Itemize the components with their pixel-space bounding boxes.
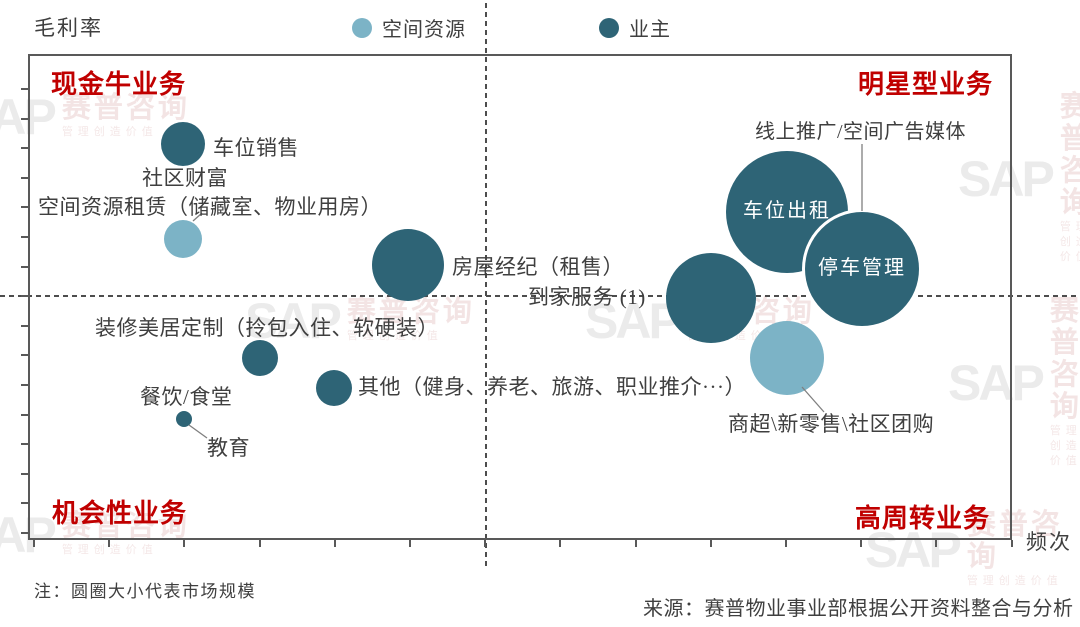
x-axis-tick (710, 540, 712, 547)
x-axis-tick (785, 540, 787, 547)
y-axis-tick (21, 295, 28, 297)
label-education: 教育 (207, 436, 250, 460)
y-axis-tick (21, 325, 28, 327)
y-axis-tick (21, 384, 28, 386)
leader-education (188, 424, 208, 439)
plot-frame (28, 54, 1012, 540)
bubble-others (316, 370, 352, 406)
quadrant-label-star: 明星型业务 (858, 70, 994, 99)
y-axis-tick (21, 177, 28, 179)
label-dining: 餐饮/食堂 (140, 385, 233, 409)
y-axis-tick (21, 147, 28, 149)
legend-item-owner: 业主 (599, 13, 671, 42)
x-axis-tick (1011, 540, 1013, 547)
quadrant-label-opportunity: 机会性业务 (52, 499, 188, 528)
legend: 空间资源 业主 (352, 13, 671, 42)
y-axis-tick (21, 532, 28, 534)
label-housing-agency: 房屋经纪（租售） (452, 255, 624, 279)
y-axis-tick (21, 354, 28, 356)
legend-dot-space (352, 17, 372, 38)
bubble-parking-mgmt: 停车管理 (805, 212, 919, 326)
y-axis-tick (21, 414, 28, 416)
label-community-wealth: 社区财富 (142, 166, 228, 190)
label-space-rental: 空间资源租赁（储藏室、物业用房） (38, 195, 382, 219)
bubble-parking-mgmt-label: 停车管理 (818, 256, 906, 279)
source-note: 来源：赛普物业事业部根据公开资料整合与分析 (643, 598, 1074, 620)
label-decoration: 装修美居定制（拎包入住、软硬装） (95, 316, 439, 340)
leader-supermarket (801, 386, 825, 413)
y-axis-tick (21, 206, 28, 208)
x-axis-tick (860, 540, 862, 547)
x-axis-tick (108, 540, 110, 547)
bubble-decoration (242, 340, 278, 376)
y-axis-tick (21, 473, 28, 475)
y-axis-title: 毛利率 (34, 16, 103, 40)
label-online-promo: 线上推广/空间广告媒体 (755, 121, 967, 143)
bubble-space-rental (164, 220, 202, 258)
label-parking-sale: 车位销售 (213, 136, 299, 160)
y-axis-tick (21, 236, 28, 238)
x-axis-tick (33, 540, 35, 547)
legend-dot-owner (599, 17, 619, 38)
quadrant-label-turnover: 高周转业务 (855, 504, 991, 533)
x-axis-tick (635, 540, 637, 547)
quadrant-divider-vertical (485, 3, 487, 566)
quadrant-label-cash-cow: 现金牛业务 (51, 70, 187, 99)
legend-item-space: 空间资源 (352, 13, 466, 42)
x-axis-tick (259, 540, 261, 547)
label-supermarket: 商超\新零售\社区团购 (728, 412, 935, 436)
legend-label-owner: 业主 (629, 19, 671, 41)
label-others: 其他（健身、养老、旅游、职业推介···） (358, 375, 746, 399)
legend-label-space: 空间资源 (382, 19, 466, 41)
bubble-home-service (666, 253, 756, 343)
x-axis-tick (935, 540, 937, 547)
bubble-dining (176, 411, 192, 427)
x-axis-title: 频次 (1026, 530, 1072, 554)
x-axis-tick (559, 540, 561, 547)
size-note: 注：圆圈大小代表市场规模 (34, 582, 256, 601)
y-axis-tick (21, 502, 28, 504)
y-axis-tick (21, 266, 28, 268)
y-axis-tick (21, 88, 28, 90)
bubble-supermarket (750, 321, 824, 395)
x-axis-tick (484, 540, 486, 547)
y-axis-tick (21, 443, 28, 445)
x-axis-tick (409, 540, 411, 547)
bubble-parking-sale (161, 122, 205, 166)
x-axis-tick (334, 540, 336, 547)
leader-space-rental (192, 212, 203, 222)
label-home-service: 到家服务 (1) (528, 285, 646, 309)
bubble-parking-rent-label: 车位出租 (743, 199, 831, 222)
y-axis-tick (21, 118, 28, 120)
x-axis-tick (183, 540, 185, 547)
quadrant-divider-horizontal (0, 295, 1080, 297)
bubble-housing-agency (372, 229, 444, 301)
